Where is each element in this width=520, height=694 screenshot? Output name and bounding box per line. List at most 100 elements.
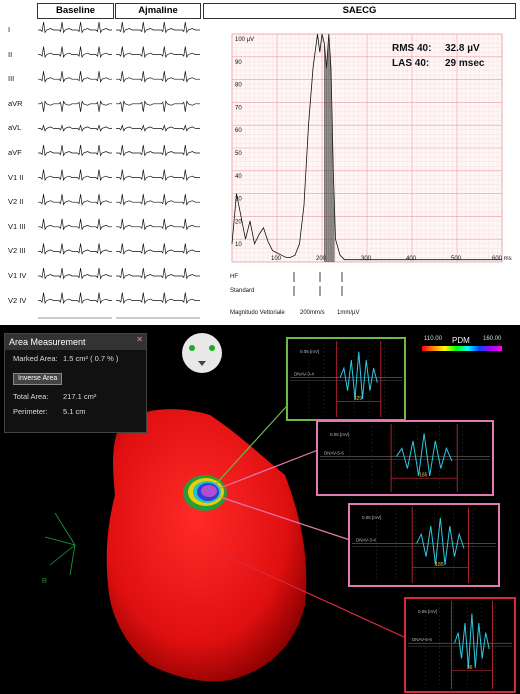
ecg-trace bbox=[116, 21, 200, 34]
egm-duration-value: 96 bbox=[467, 665, 473, 671]
saecg-y-tick: 80 bbox=[235, 83, 242, 89]
face-orientation-icon bbox=[182, 333, 222, 373]
hf-label: HF bbox=[230, 274, 238, 280]
lead-label: aVF bbox=[8, 148, 22, 157]
egm-scale-label: 0.05 [mV] bbox=[418, 609, 437, 614]
rms-label: RMS 40: bbox=[392, 43, 431, 54]
saecg-x-tick: 500 bbox=[451, 256, 462, 262]
ecg-trace bbox=[116, 194, 200, 206]
pointer-inset-2 bbox=[219, 449, 319, 489]
pdm-color-scale bbox=[422, 346, 502, 351]
map-section: R Area Measurement ✕ Marked Area: 1.5 cm… bbox=[0, 325, 520, 694]
saecg-y-tick: 20 bbox=[235, 219, 242, 225]
perimeter-label: Perimeter: bbox=[13, 407, 48, 416]
orientation-axes-icon bbox=[44, 512, 76, 576]
saecg-las-hatching bbox=[324, 37, 335, 262]
egm-signal-line bbox=[416, 517, 465, 565]
ecg-trace bbox=[116, 71, 200, 83]
orientation-label: R bbox=[42, 578, 47, 585]
lead-label: V2 III bbox=[8, 246, 26, 256]
saecg-y-tick: 100 µV bbox=[235, 37, 254, 43]
close-icon[interactable]: ✕ bbox=[136, 335, 143, 344]
egm-duration-value: 185 bbox=[419, 473, 428, 479]
ecg-trace bbox=[38, 144, 112, 157]
egm-inset-4[interactable]: 0.05 [mV] DNAV-5-6 96 bbox=[404, 597, 516, 693]
egm-inset-2[interactable]: 0.05 [mV] DNAV-5-6 185 bbox=[316, 420, 494, 496]
cardiac-chamber-shell bbox=[106, 409, 307, 682]
lead-label: V2 IV bbox=[8, 295, 27, 305]
ecg-trace bbox=[116, 292, 200, 305]
ecg-traces bbox=[38, 21, 200, 319]
egm-inset-3[interactable]: 0.05 [mV] DNAV-3-4 185 bbox=[348, 503, 500, 587]
saecg-x-tick: 200 bbox=[316, 256, 327, 262]
las-label: LAS 40: bbox=[392, 58, 429, 69]
marked-area-value: 1.5 cm² ( 0.7 % ) bbox=[63, 354, 119, 363]
area-measurement-panel: Area Measurement ✕ Marked Area: 1.5 cm² … bbox=[4, 333, 147, 433]
header-saecg: SAECG bbox=[203, 3, 516, 19]
total-area-label: Total Area: bbox=[13, 392, 49, 401]
ecg-trace bbox=[38, 169, 112, 182]
header-baseline: Baseline bbox=[37, 3, 114, 19]
footer-scale: 1mm/µV bbox=[337, 310, 359, 316]
egm-signal-line bbox=[395, 433, 453, 476]
map-canvas: R bbox=[42, 333, 405, 682]
ecg-trace bbox=[38, 243, 112, 255]
lead-label: II bbox=[8, 49, 13, 59]
lead-label: V1 II bbox=[8, 172, 24, 182]
header-ajmaline: Ajmaline bbox=[115, 3, 201, 19]
egm-scale-label: 0.05 [mV] bbox=[330, 432, 349, 437]
ecg-trace bbox=[38, 100, 112, 112]
saecg-signal-line bbox=[231, 33, 502, 261]
ecg-trace bbox=[116, 46, 200, 59]
egm-channel-label: DNAV-5-6 bbox=[412, 637, 432, 642]
ecg-trace bbox=[38, 21, 112, 34]
saecg-x-tick: 300 bbox=[361, 256, 372, 262]
egm-inset-1[interactable]: 0.05 [mV] DNAV-3-4 329 bbox=[286, 337, 406, 421]
ecg-trace bbox=[116, 124, 200, 132]
saecg-x-tick: 600 ms bbox=[492, 256, 512, 262]
panel-title: Area Measurement bbox=[5, 334, 146, 350]
ecg-trace bbox=[116, 100, 200, 112]
saecg-x-tick: 100 bbox=[271, 256, 282, 262]
lead-label: III bbox=[8, 74, 15, 84]
egm-scale-label: 0.05 [mV] bbox=[300, 349, 319, 354]
saecg-y-tick: 40 bbox=[235, 174, 242, 180]
ecg-trace bbox=[116, 218, 200, 231]
lead-label: V1 III bbox=[8, 221, 26, 231]
footer-left: Magnitudo Vettoriale bbox=[230, 310, 285, 316]
lead-label: aVL bbox=[8, 123, 22, 133]
saecg-x-tick: 400 bbox=[406, 256, 417, 262]
pdm-min: 110.00 bbox=[424, 336, 442, 342]
ecg-trace bbox=[116, 169, 200, 182]
saecg-y-tick: 30 bbox=[235, 197, 242, 203]
perimeter-value: 5.1 cm bbox=[63, 407, 86, 416]
saecg-grid bbox=[231, 33, 503, 263]
standard-label: Standard bbox=[230, 288, 254, 294]
ecg-trace bbox=[38, 218, 112, 231]
ecg-trace bbox=[38, 267, 112, 280]
inverse-area-button[interactable]: Inverse Area bbox=[13, 373, 63, 385]
activation-area[interactable] bbox=[183, 475, 227, 511]
ecg-trace bbox=[38, 46, 112, 59]
egm-scale-label: 0.05 [mV] bbox=[362, 515, 381, 520]
pdm-max: 160.00 bbox=[483, 336, 502, 342]
footer-speed: 200mm/s bbox=[300, 310, 325, 316]
saecg-x-ticks: 100 200 300 400 500 600 ms bbox=[271, 256, 512, 262]
ecg-trace bbox=[116, 243, 200, 255]
ecg-section: Baseline Ajmaline SAECG I II III aVR aVL aVF V… bbox=[0, 0, 520, 322]
saecg-y-tick: 50 bbox=[235, 151, 242, 157]
pointer-inset-3 bbox=[219, 496, 351, 541]
las-value: 29 msec bbox=[445, 58, 485, 69]
saecg-y-tick: 90 bbox=[235, 60, 242, 66]
pdm-label: PDM bbox=[452, 336, 470, 345]
pointer-inset-1 bbox=[214, 396, 296, 486]
lead-label: V1 IV bbox=[8, 271, 27, 280]
rms-value: 32.8 µV bbox=[445, 43, 480, 54]
lead-label: I bbox=[8, 25, 11, 34]
ecg-trace bbox=[38, 194, 112, 206]
marked-area-label: Marked Area: bbox=[13, 354, 58, 363]
saecg-chart: 100 µV 90 80 70 60 50 40 30 20 10 100 200 300 400 500… bbox=[230, 33, 512, 316]
pointer-inset-4 bbox=[219, 552, 405, 638]
saecg-y-tick: 60 bbox=[235, 128, 242, 134]
egm-duration-value: 329 bbox=[354, 396, 363, 402]
